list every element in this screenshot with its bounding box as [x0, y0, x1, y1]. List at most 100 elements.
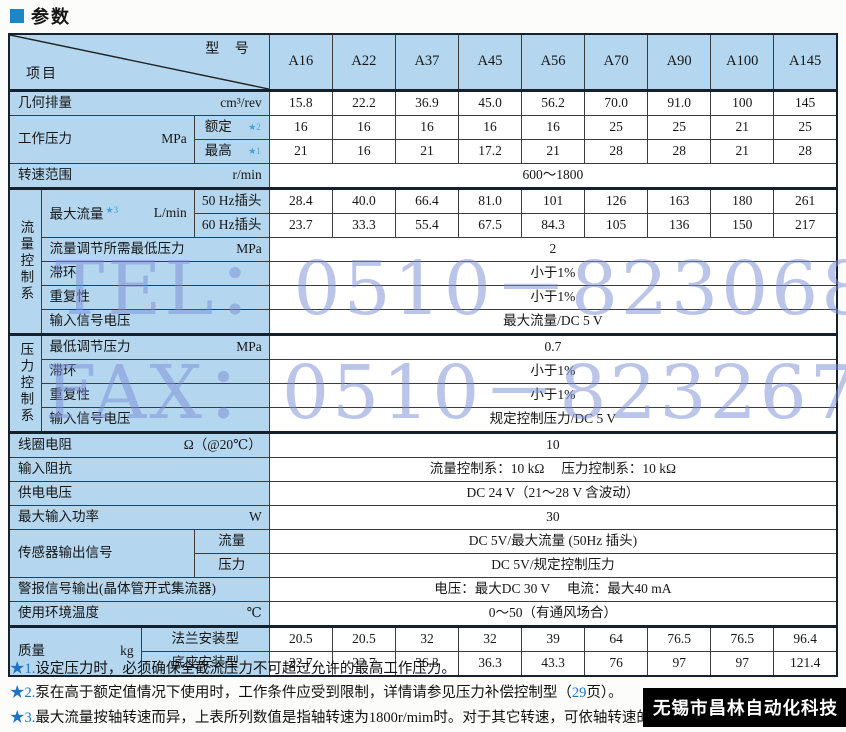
- model-header-cell: A90: [647, 33, 712, 92]
- value-cell: 16: [521, 115, 586, 140]
- value-cell: 126: [584, 187, 649, 214]
- model-header-cell: A145: [773, 33, 838, 92]
- value-cell: 64: [584, 625, 649, 652]
- span-value-cell: 最大流量/DC 5 V: [268, 309, 838, 335]
- value-cell: 76.5: [647, 625, 712, 652]
- span-value-cell: 小于1%: [268, 383, 838, 408]
- value-cell: 66.4: [394, 187, 459, 214]
- value-cell: 39: [521, 625, 586, 652]
- sub-label-base-mount: 底座安装型: [140, 651, 270, 677]
- value-cell: 105: [584, 213, 649, 238]
- value-cell: 21: [710, 115, 775, 140]
- section-label-vertical-flow: 流量控制系: [8, 187, 42, 335]
- unit-label: Ω（@20℃）: [183, 437, 262, 453]
- value-cell: 96.4: [773, 625, 838, 652]
- table-row: 重复性 小于1%: [9, 383, 838, 408]
- row-label-weight: 质量 kg: [8, 625, 142, 677]
- value-cell: 22.7: [268, 651, 333, 677]
- span-value-cell: 小于1%: [268, 359, 838, 384]
- span-value-cell: 电压：最大DC 30 V 电流：最大40 mA: [268, 577, 838, 602]
- item-axis-label: 项目: [26, 67, 58, 83]
- table-row: 工作压力 MPa 额定 ★2 16 16 16 16 16 25 25 21 25: [8, 115, 838, 164]
- table-row: 最大输入功率 W 30: [8, 505, 838, 530]
- table-row: 线圈电阻 Ω（@20℃） 10: [8, 431, 838, 458]
- unit-label: MPa: [236, 241, 262, 257]
- table-row: 流量调节所需最低压力 MPa 2: [9, 237, 838, 262]
- table-row: 警报信号输出(晶体管开式集流器) 电压：最大DC 30 V 电流：最大40 mA: [8, 577, 838, 602]
- model-header-cell: A56: [521, 33, 586, 92]
- value-cell: 84.3: [521, 213, 586, 238]
- row-label-max-input-power: 最大输入功率 W: [8, 505, 270, 530]
- value-cell: 22.7: [331, 651, 396, 677]
- row-label-coil-resistance: 线圈电阻 Ω（@20℃）: [8, 431, 270, 458]
- table-row: 滞环 小于1%: [9, 261, 838, 286]
- value-cell: 32: [457, 625, 523, 652]
- sub-label-sensor-flow: 流量: [193, 529, 270, 554]
- footnote-star: ★1.: [10, 661, 36, 677]
- sub-label-60hz: 60 Hz插头: [193, 213, 270, 238]
- sub-label-sensor-pressure: 压力: [193, 553, 270, 578]
- span-value-cell: 小于1%: [268, 261, 838, 286]
- value-cell: 43.3: [521, 651, 586, 677]
- row-label-sensor-output: 传感器输出信号: [8, 529, 195, 578]
- table-row: 输入信号电压 规定控制压力/DC 5 V: [9, 407, 838, 433]
- value-cell: 56.2: [521, 90, 586, 116]
- value-cell: 180: [710, 187, 775, 214]
- value-cell: 33.3: [331, 213, 396, 238]
- footnote-2: ★2.泵在高于额定值情况下使用时，工作条件应受到限制，详情请参见压力补偿控制型（…: [10, 685, 623, 702]
- table-header-row: 型 号 项目 A16 A22 A37 A45 A56 A70 A90 A100 …: [8, 33, 838, 92]
- value-cell: 91.0: [647, 90, 712, 116]
- value-cell: 36.3: [394, 651, 459, 677]
- span-value-cell: 600～1800: [268, 163, 838, 189]
- unit-label: r/min: [232, 167, 262, 183]
- footnote-marker: ★1: [248, 145, 261, 156]
- unit-label: W: [249, 509, 262, 525]
- value-cell: 28: [773, 139, 838, 164]
- model-header-cell: A37: [394, 33, 459, 92]
- value-cell: 17.2: [457, 139, 523, 164]
- model-header-cell: A16: [268, 33, 333, 92]
- table-row: 几何排量 cm³/rev 15.8 22.2 36.9 45.0 56.2 70.…: [8, 90, 838, 116]
- span-value-cell: 流量控制系：10 kΩ 压力控制系：10 kΩ: [268, 457, 838, 482]
- model-header-cell: A70: [584, 33, 649, 92]
- value-cell: 21: [268, 139, 333, 164]
- spec-table: 型 号 项目 A16 A22 A37 A45 A56 A70 A90 A100 …: [8, 33, 838, 677]
- span-value-cell: 0～50（有通风场合）: [268, 601, 838, 627]
- value-cell: 150: [710, 213, 775, 238]
- value-cell: 121.4: [773, 651, 838, 677]
- value-cell: 45.0: [457, 90, 523, 116]
- table-row: 60 Hz插头 23.7 33.3 55.4 67.5 84.3 105 136…: [9, 213, 838, 238]
- footnote-marker: ★3: [105, 204, 119, 215]
- span-value-cell: 2: [268, 237, 838, 262]
- row-label-max-flow: 最大流量 ★3 L/min: [40, 187, 195, 238]
- model-header-cell: A22: [331, 33, 396, 92]
- model-header-cell: A100: [710, 33, 775, 92]
- value-cell: 23.7: [268, 213, 333, 238]
- table-row: 滞环 小于1%: [9, 359, 838, 384]
- section-label-vertical-pressure: 压力控制系: [8, 333, 42, 433]
- footnote-3: ★3.最大流量按轴转速而异，上表所列数值是指轴转速为1800r/mim时。对于其…: [10, 709, 666, 726]
- value-cell: 20.5: [331, 625, 396, 652]
- value-cell: 28: [647, 139, 712, 164]
- value-cell: 136: [647, 213, 712, 238]
- row-label-alarm-output: 警报信号输出(晶体管开式集流器): [8, 577, 270, 602]
- value-cell: 16: [268, 115, 333, 140]
- value-cell: 16: [457, 115, 523, 140]
- row-label-flow-min-pressure: 流量调节所需最低压力 MPa: [40, 237, 270, 262]
- value-cell: 16: [331, 115, 396, 140]
- sub-label-50hz: 50 Hz插头: [193, 187, 270, 214]
- value-cell: 32: [394, 625, 459, 652]
- unit-label: MPa: [236, 339, 262, 355]
- unit-label: kg: [120, 643, 134, 659]
- table-row: 质量 kg 法兰安装型 20.5 20.5 32 32 39 64 76.5 76…: [8, 625, 838, 677]
- section-marker-icon: [10, 9, 24, 23]
- row-label-flow-hysteresis: 滞环: [40, 261, 270, 286]
- row-label-flow-repeatability: 重复性: [40, 285, 270, 310]
- unit-label: ℃: [246, 605, 262, 621]
- row-label-working-pressure: 工作压力 MPa: [8, 115, 195, 164]
- section-title: 参数: [10, 3, 71, 29]
- value-cell: 20.5: [268, 625, 333, 652]
- diagonal-line: [10, 35, 269, 89]
- table-row: 重复性 小于1%: [9, 285, 838, 310]
- value-cell: 97: [710, 651, 775, 677]
